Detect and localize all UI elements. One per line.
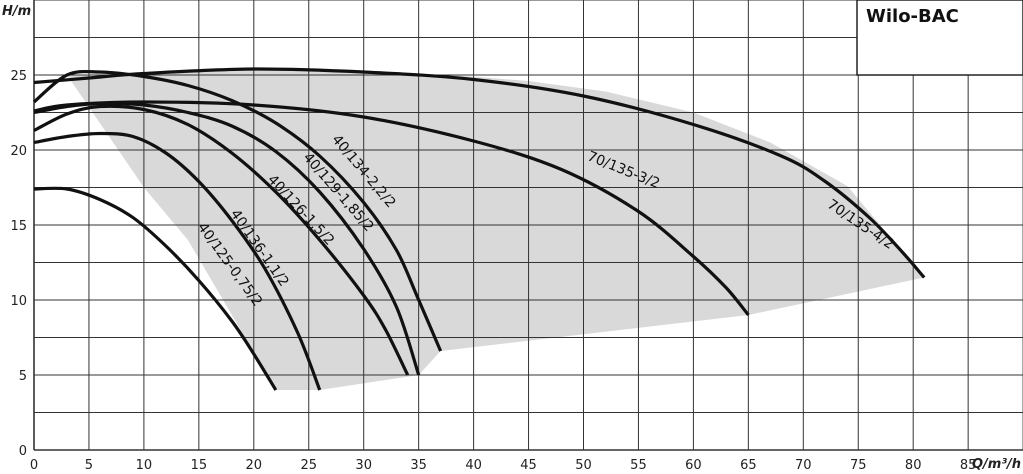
x-tick-label: 25 <box>300 458 317 473</box>
chart-title: Wilo-BAC <box>866 6 959 27</box>
x-tick-label: 75 <box>850 458 867 473</box>
x-tick-label: 60 <box>685 458 702 473</box>
y-tick-label: 0 <box>19 444 27 459</box>
x-axis-label: Q/m³/h <box>972 457 1021 472</box>
y-tick-label: 10 <box>10 294 27 309</box>
x-tick-label: 0 <box>30 458 38 473</box>
x-tick-label: 70 <box>795 458 812 473</box>
x-tick-label: 50 <box>575 458 592 473</box>
curve-40-136-1-1-2 <box>33 131 322 391</box>
x-tick-label: 55 <box>630 458 647 473</box>
x-tick-label: 15 <box>191 458 208 473</box>
y-tick-label: 20 <box>10 144 27 159</box>
x-tick-label: 85 <box>960 458 977 473</box>
y-tick-label: 5 <box>19 369 27 384</box>
curve-40-134-2-2-2 <box>32 69 443 352</box>
x-tick-label: 30 <box>355 458 372 473</box>
y-axis-label: H/m <box>2 4 31 19</box>
curve-70-135-3-2 <box>33 100 750 317</box>
x-tick-label: 80 <box>905 458 922 473</box>
curve-70-135-4-2 <box>33 67 926 279</box>
x-tick-label: 35 <box>410 458 427 473</box>
curve-40-126-1-5-2 <box>33 104 410 376</box>
x-tick-label: 20 <box>246 458 263 473</box>
tick-labels: 0 5 10 15 20 25 30 35 40 45 50 55 60 65 70 75 80 85 0 5 10 15… <box>10 69 976 473</box>
x-tick-label: 45 <box>520 458 537 473</box>
x-tick-label: 40 <box>465 458 482 473</box>
x-tick-label: 65 <box>740 458 757 473</box>
y-tick-label: 15 <box>10 219 27 234</box>
curve-40-125-0-75-2 <box>33 186 278 391</box>
brand-box <box>856 0 1023 76</box>
y-tick-label: 25 <box>10 69 27 84</box>
x-tick-label: 5 <box>85 458 93 473</box>
x-tick-label: 10 <box>136 458 153 473</box>
pump-curves <box>32 67 926 391</box>
